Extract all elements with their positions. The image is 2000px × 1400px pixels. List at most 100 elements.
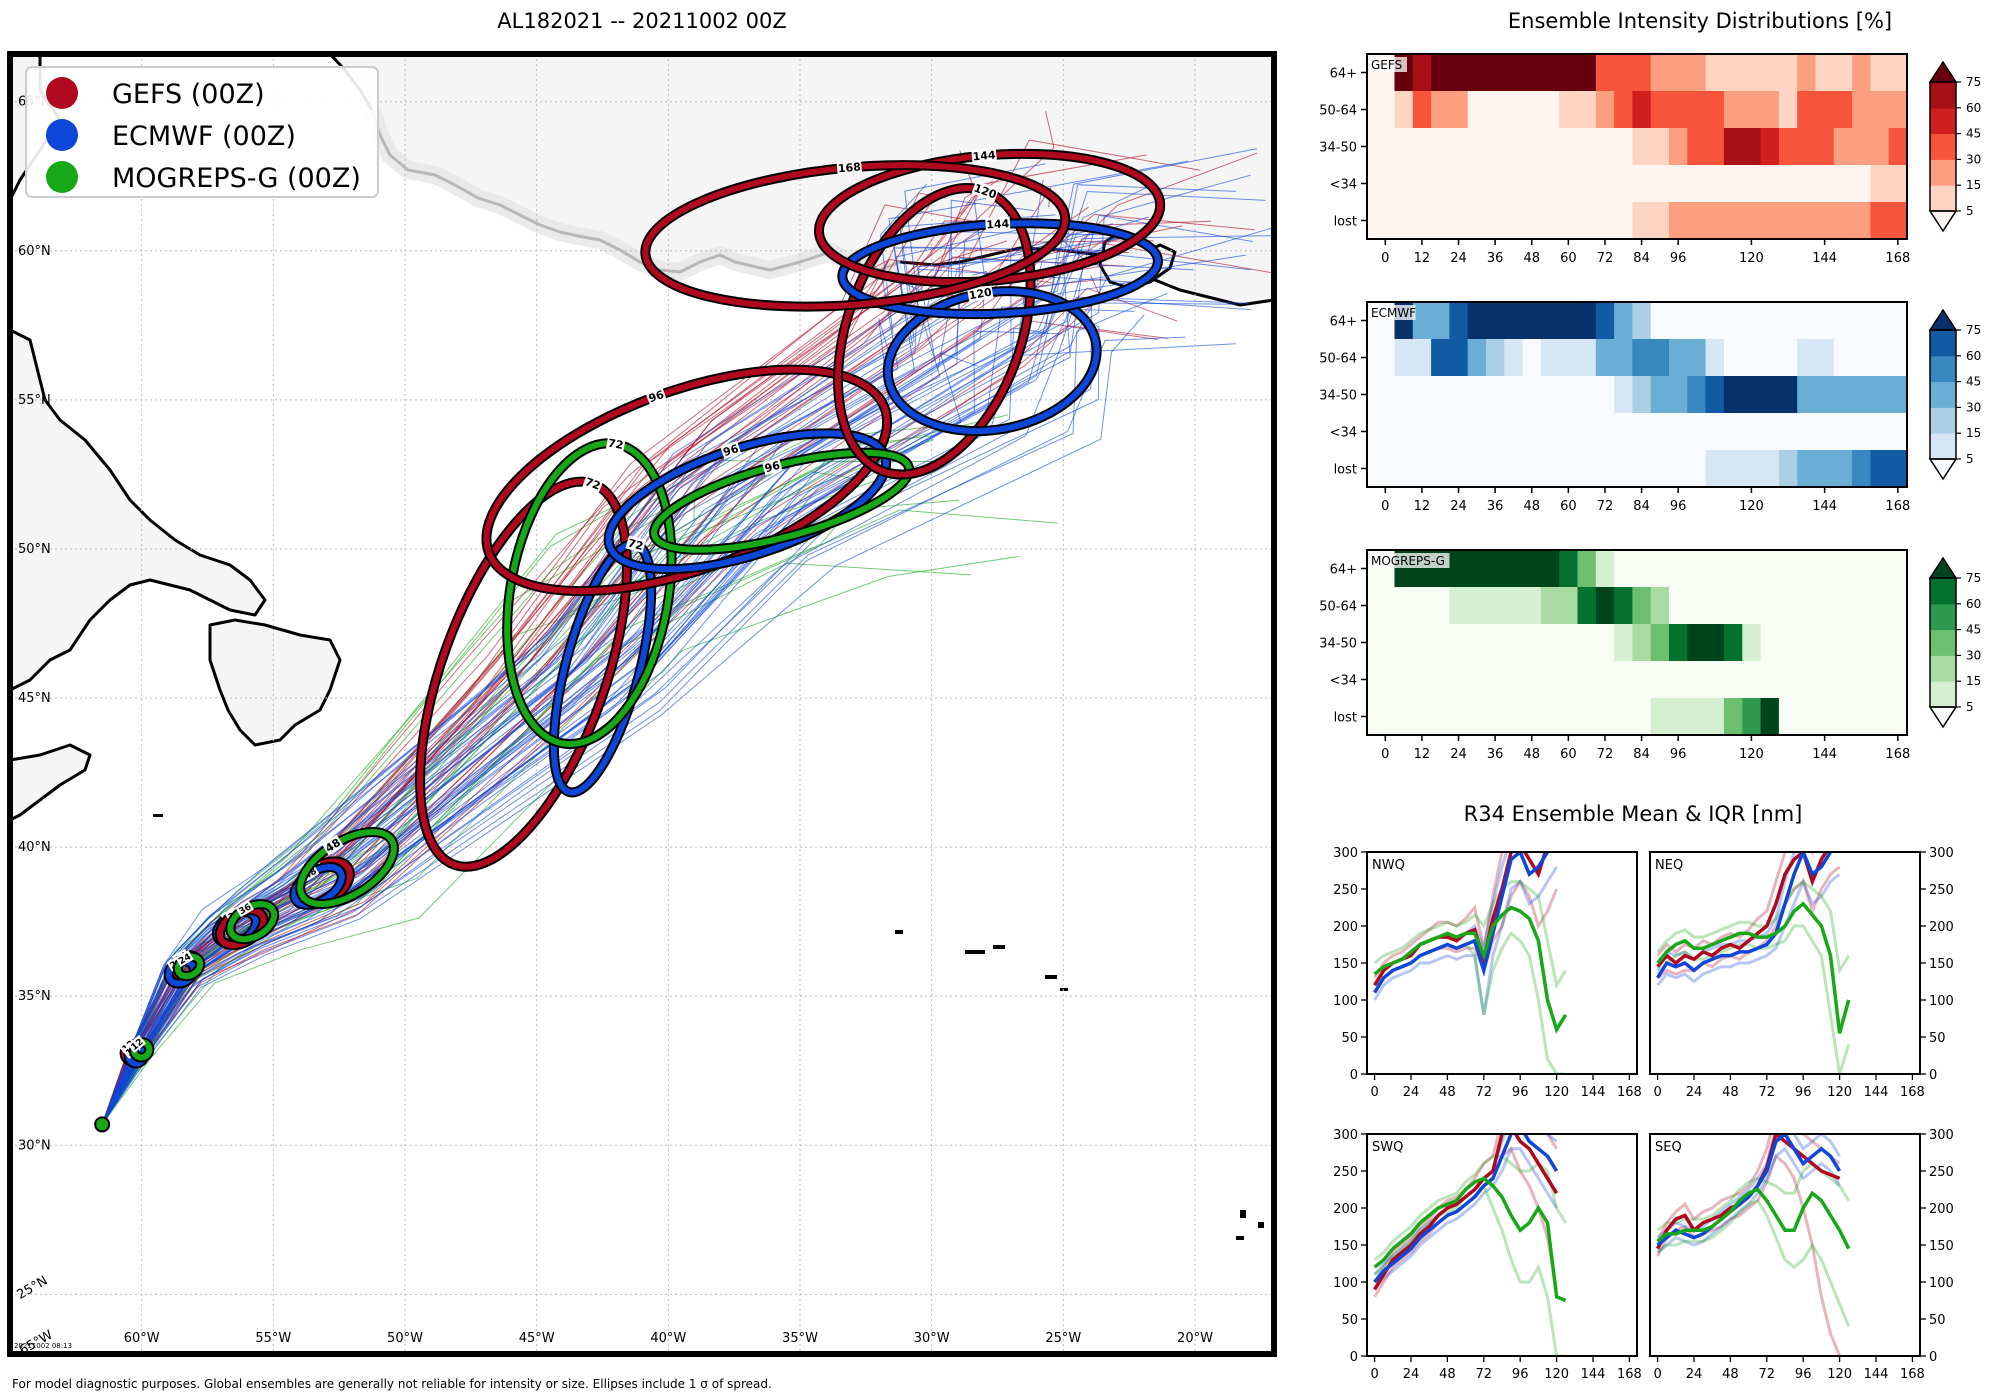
heatmap-cell xyxy=(1815,661,1835,699)
heatmap-cell xyxy=(1559,413,1578,451)
heatmap-cell xyxy=(1669,450,1688,488)
x-tick-label: 72 xyxy=(1476,1085,1493,1100)
heatmap-cell xyxy=(1833,165,1853,203)
heatmap-cell xyxy=(1669,413,1688,451)
x-tick-label: 60 xyxy=(1560,747,1577,762)
heatmap-cell xyxy=(1760,128,1780,166)
track-map: 1212122424243636364848487272729696961201… xyxy=(7,51,1277,1358)
heatmap-cell xyxy=(1687,339,1707,377)
heatmap-cell xyxy=(1705,128,1725,166)
heatmap-cell xyxy=(1778,450,1798,488)
heatmap-cell xyxy=(1540,624,1560,662)
y-tick-label: 50 xyxy=(1341,1313,1358,1328)
heatmap-cell xyxy=(1669,661,1688,699)
heatmap-cell xyxy=(1467,302,1487,340)
heatmap-cell xyxy=(1888,698,1908,736)
heatmap-cell xyxy=(1797,165,1816,203)
ecmwf-member-track xyxy=(101,227,1274,1125)
mogreps-iqr-high xyxy=(1373,1154,1567,1261)
heatmap-cell xyxy=(1449,91,1469,129)
heatmap-cell xyxy=(1669,91,1688,129)
x-tick-label: 168 xyxy=(1885,747,1910,762)
heatmap-cell xyxy=(1723,698,1743,736)
row-label: <34 xyxy=(1330,426,1357,441)
heatmap-cell xyxy=(1815,550,1835,588)
colorbar-max-arrow xyxy=(1928,308,1958,331)
heatmap-cell xyxy=(1760,54,1780,92)
heatmap-cell xyxy=(1540,376,1560,414)
heatmap-cell xyxy=(1852,413,1871,451)
heatmap-cell xyxy=(1431,624,1450,662)
heatmap-cell xyxy=(1595,54,1615,92)
colorbar-frame xyxy=(1929,329,1957,460)
heatmap-cell xyxy=(1467,339,1487,377)
heatmap-cell xyxy=(1559,91,1578,129)
x-tick-label: 144 xyxy=(1812,747,1837,762)
heatmap-cell xyxy=(1797,202,1816,240)
colorbar-frame xyxy=(1929,577,1957,708)
heatmap-cell xyxy=(1376,587,1395,625)
quadrant-label: SWQ xyxy=(1372,1140,1403,1155)
heatmap-cell xyxy=(1632,165,1652,203)
heatmap-cell xyxy=(1504,91,1524,129)
heatmap-cell xyxy=(1852,450,1871,488)
ecmwf-member-track xyxy=(101,223,1114,1125)
x-tick-label: 84 xyxy=(1633,747,1650,762)
ellipse-label-bg xyxy=(971,147,997,164)
heatmap-cell xyxy=(1540,128,1560,166)
x-tick-label: 96 xyxy=(1512,1367,1529,1382)
heatmap-cell xyxy=(1705,339,1725,377)
ellipse-label: 144 xyxy=(986,217,1010,231)
heatmap-cell xyxy=(1888,128,1908,166)
heatmap-cell xyxy=(1742,661,1762,699)
intensity-panels: GEFS 64+ 50-64 34-50 <34 lost 0 12 24 36 48 60 72 84 9… xyxy=(1319,53,1981,762)
ellipse-label-bg xyxy=(582,474,604,493)
heatmap-cell xyxy=(1687,202,1707,240)
ellipse-label: 96 xyxy=(722,442,741,459)
row-label: 50-64 xyxy=(1319,600,1357,615)
heatmap-cell xyxy=(1760,624,1780,662)
heatmap-cell xyxy=(1449,587,1469,625)
heatmap-cell xyxy=(1394,339,1414,377)
heatmap-cell xyxy=(1833,91,1853,129)
heatmap-cell xyxy=(1705,624,1725,662)
heatmap-cell xyxy=(1376,202,1395,240)
heatmap-cell xyxy=(1833,202,1853,240)
heatmap-cell xyxy=(1888,661,1908,699)
heatmap-cell xyxy=(1797,413,1816,451)
heatmap-cell xyxy=(1449,339,1469,377)
ecmwf-mean-line xyxy=(1373,1134,1559,1284)
heatmap-cell xyxy=(1431,376,1450,414)
heatmap-cell xyxy=(1504,587,1524,625)
heatmap-cell xyxy=(1467,202,1487,240)
heatmap-cell xyxy=(1595,202,1615,240)
heatmap-cell xyxy=(1705,661,1725,699)
heatmap-cell xyxy=(1449,202,1469,240)
heatmap-cell xyxy=(1467,91,1487,129)
heatmap-cell xyxy=(1394,587,1414,625)
heatmap-cell xyxy=(1412,413,1432,451)
ellipse-label-bg xyxy=(127,1035,147,1054)
heatmap-cell xyxy=(1669,202,1688,240)
heatmap-cell xyxy=(1650,128,1670,166)
legend-label-gefs: GEFS (00Z) xyxy=(112,79,265,110)
colorbar-tick-label: 75 xyxy=(1966,75,1981,89)
heatmap-cell xyxy=(1705,91,1725,129)
row-label: 50-64 xyxy=(1319,104,1357,119)
ecmwf-member-track xyxy=(101,174,1251,1125)
heatmap-cell xyxy=(1687,165,1707,203)
x-tick-label: 84 xyxy=(1633,499,1650,514)
heatmap-cell xyxy=(1888,202,1908,240)
heatmap-cell xyxy=(1431,413,1450,451)
mogreps-ellipse-48: 48 xyxy=(295,826,399,910)
heatmap-cell xyxy=(1504,550,1524,588)
colorbar-tick-label: 15 xyxy=(1966,426,1981,440)
ellipse-label-bg xyxy=(967,284,994,302)
heatmap-cell xyxy=(1595,661,1615,699)
heatmap-cell xyxy=(1522,91,1542,129)
heatmap-cell xyxy=(1888,339,1908,377)
heatmap-cell xyxy=(1687,661,1707,699)
heatmap-cell xyxy=(1614,339,1633,377)
heatmap-cell xyxy=(1687,587,1707,625)
heatmap-cell xyxy=(1394,91,1414,129)
